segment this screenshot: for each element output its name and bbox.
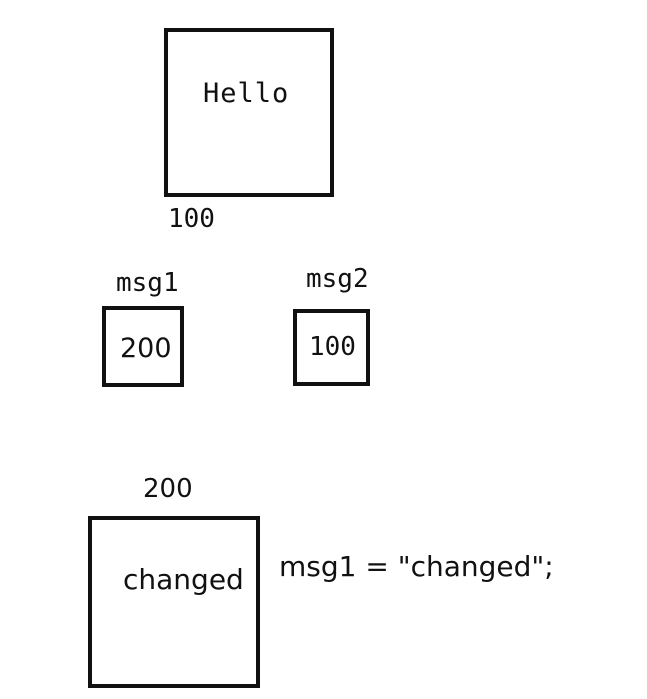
- variable-msg1-value: 200: [120, 333, 172, 364]
- heap-object-hello-value: Hello: [203, 78, 290, 109]
- variable-msg2-label: msg2: [306, 264, 369, 294]
- heap-object-changed-value: changed: [123, 563, 244, 596]
- assignment-code: msg1 = "changed";: [279, 550, 554, 583]
- heap-object-hello-address: 100: [168, 204, 215, 234]
- variable-msg1-box: [102, 306, 184, 387]
- heap-object-changed-box: [88, 516, 260, 688]
- heap-object-changed-address: 200: [143, 474, 193, 504]
- variable-msg1-label: msg1: [116, 268, 179, 298]
- heap-object-hello-box: [164, 28, 334, 197]
- variable-msg2-box: [293, 309, 370, 386]
- variable-msg2-value: 100: [309, 332, 356, 362]
